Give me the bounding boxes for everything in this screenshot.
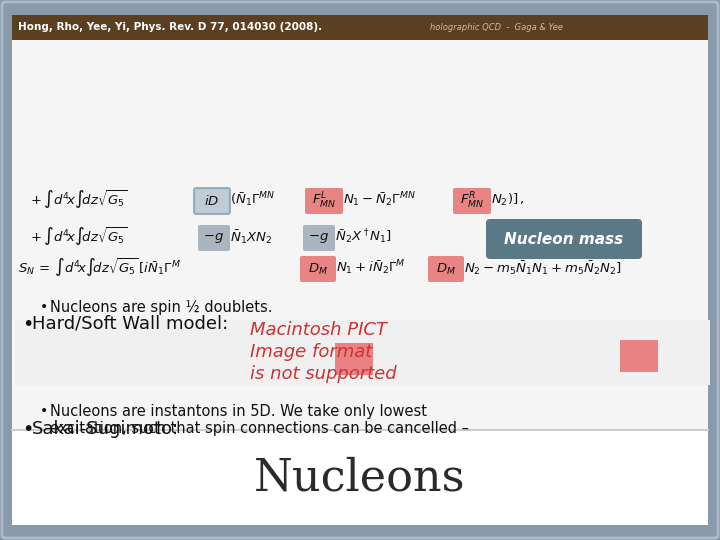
Text: $N_1 + i\bar{N}_2\Gamma^M$: $N_1 + i\bar{N}_2\Gamma^M$ bbox=[336, 259, 405, 277]
FancyBboxPatch shape bbox=[12, 430, 708, 525]
Bar bbox=[335, 343, 373, 375]
FancyBboxPatch shape bbox=[428, 256, 464, 282]
Text: •: • bbox=[22, 315, 33, 334]
Text: Nucleon mass: Nucleon mass bbox=[505, 232, 624, 246]
Text: Hard/Soft Wall model:: Hard/Soft Wall model: bbox=[32, 315, 228, 333]
Text: •: • bbox=[40, 300, 48, 314]
FancyBboxPatch shape bbox=[198, 225, 230, 251]
Bar bbox=[15, 320, 710, 385]
Text: Nucleons: Nucleons bbox=[254, 456, 466, 500]
Text: Sakai-Sugimoto:: Sakai-Sugimoto: bbox=[32, 420, 179, 438]
Text: $\bar{N}_1 X N_2$: $\bar{N}_1 X N_2$ bbox=[230, 228, 272, 246]
Text: $N_1 - \bar{N}_2\Gamma^{MN}$: $N_1 - \bar{N}_2\Gamma^{MN}$ bbox=[343, 191, 416, 209]
Text: Nucleons are instantons in 5D. We take only lowest
excitation, such that spin co: Nucleons are instantons in 5D. We take o… bbox=[50, 404, 469, 436]
Text: $N_2 - m_5\bar{N}_1 N_1 + m_5\bar{N}_2 N_2]$: $N_2 - m_5\bar{N}_1 N_1 + m_5\bar{N}_2 N… bbox=[464, 259, 622, 277]
Text: Hong, Rho, Yee, Yi, Phys. Rev. D 77, 014030 (2008).: Hong, Rho, Yee, Yi, Phys. Rev. D 77, 014… bbox=[18, 22, 322, 32]
Text: •: • bbox=[22, 420, 33, 439]
Text: $-g$: $-g$ bbox=[204, 231, 225, 245]
FancyBboxPatch shape bbox=[12, 15, 708, 525]
Bar bbox=[620, 340, 658, 372]
FancyBboxPatch shape bbox=[303, 225, 335, 251]
Text: $\bar{N}_2 X^\dagger N_1]$: $\bar{N}_2 X^\dagger N_1]$ bbox=[335, 228, 392, 246]
Text: Macintosh PICT
Image format
is not supported: Macintosh PICT Image format is not suppo… bbox=[250, 321, 397, 383]
Text: $D_M$: $D_M$ bbox=[308, 261, 328, 276]
FancyBboxPatch shape bbox=[453, 188, 491, 214]
Text: holographic QCD  -  Gaga & Yee: holographic QCD - Gaga & Yee bbox=[430, 23, 563, 31]
Text: $iD$: $iD$ bbox=[204, 194, 220, 208]
FancyBboxPatch shape bbox=[194, 188, 230, 214]
Text: $D_M$: $D_M$ bbox=[436, 261, 456, 276]
Text: Nucleons are spin ½ doublets.: Nucleons are spin ½ doublets. bbox=[50, 300, 272, 315]
Text: $-g$: $-g$ bbox=[308, 231, 330, 245]
Text: $F^L_{MN}$: $F^L_{MN}$ bbox=[312, 191, 336, 211]
Text: $(\bar{N}_1\Gamma^{MN}$: $(\bar{N}_1\Gamma^{MN}$ bbox=[230, 191, 276, 209]
Text: $N_2)]\,,$: $N_2)]\,,$ bbox=[491, 192, 525, 208]
FancyBboxPatch shape bbox=[486, 219, 642, 259]
FancyBboxPatch shape bbox=[300, 256, 336, 282]
Bar bbox=[12, 15, 708, 40]
Text: $S_N\,=\,\int d^4\!x\int\!dz\sqrt{G_5}\,[i\bar{N}_1\Gamma^M$: $S_N\,=\,\int d^4\!x\int\!dz\sqrt{G_5}\,… bbox=[18, 256, 181, 279]
Text: $F^R_{MN}$: $F^R_{MN}$ bbox=[460, 191, 484, 211]
Text: •: • bbox=[40, 404, 48, 418]
FancyBboxPatch shape bbox=[305, 188, 343, 214]
Text: $+\,\int d^4\!x\int\!dz\sqrt{G_5}\,$: $+\,\int d^4\!x\int\!dz\sqrt{G_5}\,$ bbox=[30, 188, 127, 211]
Text: $+\,\int d^4\!x\int\!dz\sqrt{G_5}\,$: $+\,\int d^4\!x\int\!dz\sqrt{G_5}\,$ bbox=[30, 226, 127, 248]
